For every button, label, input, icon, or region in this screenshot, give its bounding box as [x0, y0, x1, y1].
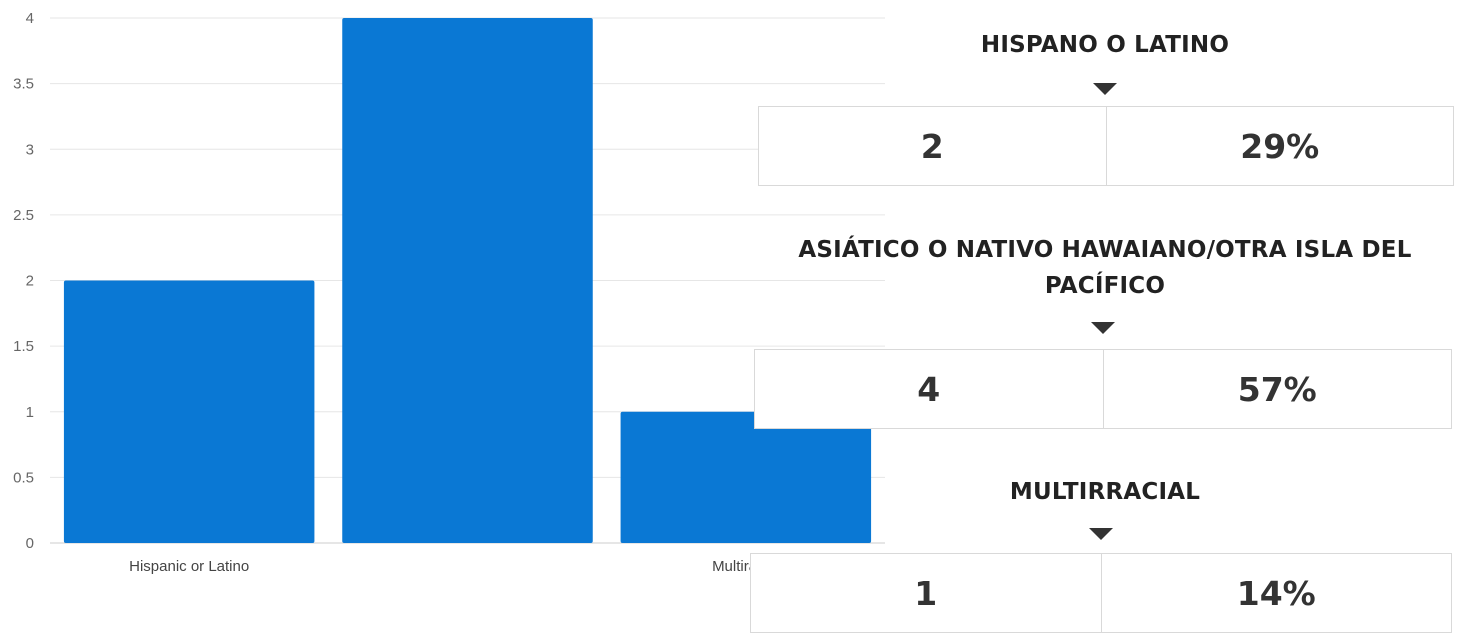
stat-title-hispanic: HISPANO O LATINO: [980, 32, 1230, 58]
stats-panel: HISPANO O LATINO 2 29% ASIÁTICO O NATIVO…: [750, 0, 1460, 633]
stat-count: 4: [917, 369, 941, 409]
x-tick-label: Hispanic or Latino: [129, 558, 249, 575]
stat-box-hispanic: 2 29%: [758, 106, 1454, 186]
bar: [63, 280, 315, 543]
y-axis-ticks: 0 0.5 1 1.5 2 2.5 3 3.5 4: [13, 10, 34, 552]
y-tick-label: 2: [26, 273, 34, 290]
y-tick-label: 0.5: [13, 469, 34, 486]
arrow-down-icon: [1089, 528, 1113, 540]
stat-count: 2: [920, 126, 944, 166]
bar: [620, 411, 872, 543]
stat-box-asian: 4 57%: [754, 349, 1452, 429]
y-tick-label: 1.5: [13, 338, 34, 355]
arrow-down-icon: [1091, 322, 1115, 334]
x-axis-labels: Hispanic or Latino Multiracial: [129, 558, 779, 575]
stat-title-asian: ASIÁTICO O NATIVO HAWAIANO/OTRA ISLA DEL…: [798, 237, 1412, 299]
bars: [63, 18, 872, 543]
y-tick-label: 2.5: [13, 207, 34, 224]
y-tick-label: 1: [26, 404, 34, 421]
bar-chart: 0 0.5 1 1.5 2 2.5 3 3.5 4 Hispanic or Latino Mult…: [13, 10, 885, 575]
stat-title-multiracial: MULTIRRACIAL: [1009, 479, 1201, 505]
stat-count: 1: [914, 573, 938, 613]
bar: [342, 18, 593, 543]
arrow-down-icon: [1093, 83, 1117, 95]
y-tick-label: 0: [26, 535, 34, 552]
y-tick-label: 3: [26, 141, 34, 158]
stat-percent: 29%: [1105, 107, 1454, 185]
stat-percent: 14%: [1100, 554, 1452, 632]
stat-box-multiracial: 1 14%: [750, 553, 1452, 633]
stat-percent: 57%: [1102, 350, 1452, 428]
y-tick-label: 4: [26, 10, 34, 27]
y-tick-label: 3.5: [13, 76, 34, 93]
